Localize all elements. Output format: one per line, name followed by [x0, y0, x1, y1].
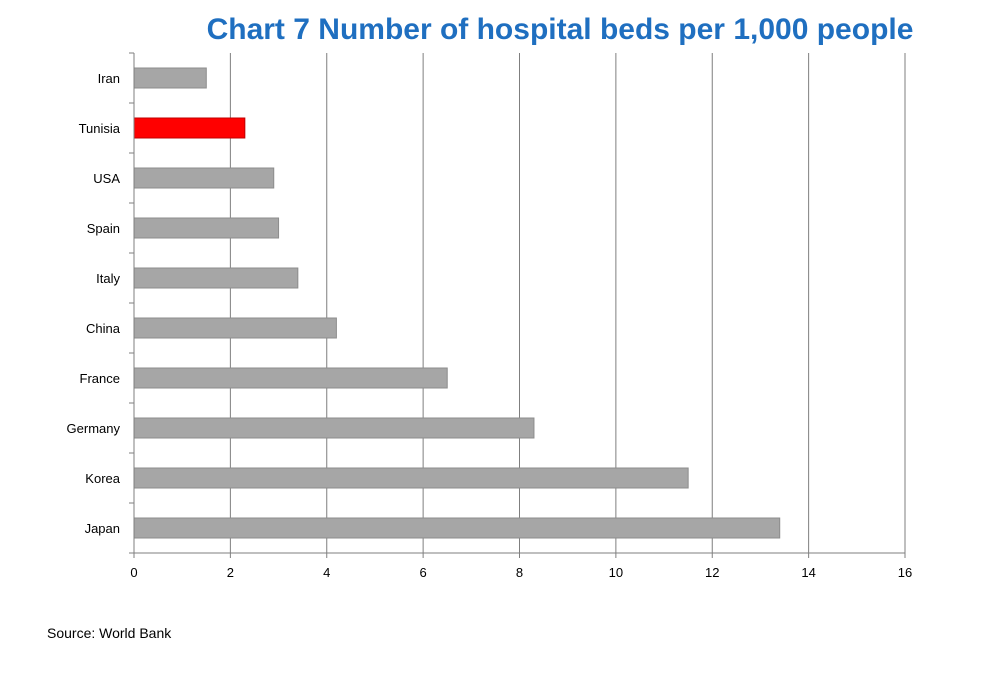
- chart-title: Chart 7 Number of hospital beds per 1,00…: [206, 13, 914, 46]
- bar-iran: [133, 67, 207, 89]
- category-label: France: [80, 371, 120, 386]
- category-labels: Iran Tunisia USA Spain Italy China France Germa…: [67, 71, 121, 536]
- category-label: Germany: [67, 421, 121, 436]
- category-label: Tunisia: [79, 121, 121, 136]
- x-tick-label: 4: [323, 565, 330, 580]
- category-label: China: [86, 321, 121, 336]
- axes: [129, 52, 906, 558]
- bar-china: [133, 317, 337, 339]
- x-tick-label: 12: [705, 565, 719, 580]
- category-label: USA: [93, 171, 120, 186]
- x-tick-label: 6: [420, 565, 427, 580]
- category-label: Korea: [85, 471, 120, 486]
- bar-spain: [133, 217, 280, 239]
- x-tick-label: 2: [227, 565, 234, 580]
- category-label: Spain: [87, 221, 120, 236]
- bar-italy: [133, 267, 299, 289]
- bar-korea: [133, 467, 689, 489]
- x-tick-labels: 0 2 4 6 8 10 12 14 16: [130, 565, 912, 580]
- x-tick-label: 0: [130, 565, 137, 580]
- x-tick-label: 14: [801, 565, 815, 580]
- x-tick-label: 8: [516, 565, 523, 580]
- bar-france: [133, 367, 448, 389]
- bar-tunisia: [133, 117, 246, 139]
- bar-japan: [133, 517, 781, 539]
- bar-usa: [133, 167, 275, 189]
- x-tick-label: 10: [609, 565, 623, 580]
- source-note: Source: World Bank: [47, 625, 172, 641]
- category-label: Italy: [96, 271, 120, 286]
- x-tick-label: 16: [898, 565, 912, 580]
- bars: [133, 67, 781, 539]
- category-label: Iran: [98, 71, 120, 86]
- bar-germany: [133, 417, 535, 439]
- category-label: Japan: [85, 521, 120, 536]
